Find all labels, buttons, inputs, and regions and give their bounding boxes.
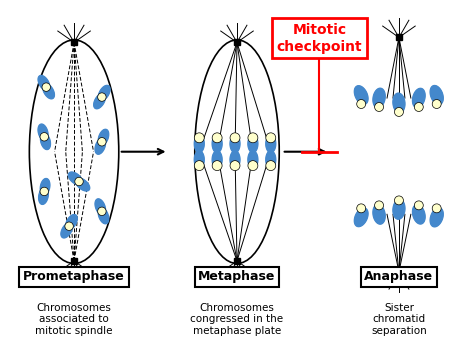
Circle shape	[98, 93, 106, 101]
Polygon shape	[412, 88, 425, 108]
Circle shape	[194, 161, 204, 171]
Polygon shape	[266, 151, 276, 169]
Circle shape	[194, 133, 204, 143]
Text: Sister
chromatid
separation: Sister chromatid separation	[371, 303, 427, 336]
Text: Prometaphase: Prometaphase	[23, 270, 125, 283]
Circle shape	[212, 161, 222, 171]
Circle shape	[230, 161, 240, 171]
Text: Chromosomes
congressed in the
metaphase plate: Chromosomes congressed in the metaphase …	[191, 303, 283, 336]
Circle shape	[230, 133, 240, 143]
Circle shape	[248, 133, 258, 143]
Polygon shape	[194, 151, 204, 169]
Polygon shape	[430, 85, 443, 104]
Bar	[396, 35, 402, 40]
Polygon shape	[43, 83, 55, 99]
Polygon shape	[38, 124, 48, 140]
Circle shape	[266, 133, 276, 143]
Text: Anaphase: Anaphase	[365, 270, 434, 283]
Circle shape	[248, 161, 258, 171]
Polygon shape	[39, 188, 48, 204]
Polygon shape	[355, 86, 368, 104]
Text: Metaphase: Metaphase	[198, 270, 276, 283]
Circle shape	[266, 161, 276, 171]
Bar	[71, 258, 77, 264]
Circle shape	[40, 133, 48, 141]
Text: Mitotic
checkpoint: Mitotic checkpoint	[277, 23, 362, 54]
Polygon shape	[65, 215, 77, 230]
Circle shape	[40, 187, 48, 196]
Polygon shape	[98, 129, 109, 145]
Polygon shape	[75, 178, 90, 191]
Bar	[396, 269, 402, 275]
Polygon shape	[412, 204, 425, 224]
Polygon shape	[99, 85, 110, 101]
Circle shape	[414, 201, 423, 210]
Polygon shape	[230, 135, 240, 153]
Polygon shape	[95, 199, 106, 215]
Circle shape	[65, 222, 73, 230]
Circle shape	[432, 204, 441, 213]
Polygon shape	[373, 204, 385, 224]
Circle shape	[357, 100, 365, 109]
Circle shape	[98, 207, 106, 216]
Polygon shape	[248, 135, 258, 153]
Polygon shape	[194, 135, 204, 153]
Polygon shape	[40, 179, 50, 195]
Polygon shape	[248, 151, 258, 169]
Circle shape	[414, 102, 423, 111]
Polygon shape	[266, 135, 276, 153]
Circle shape	[212, 133, 222, 143]
Circle shape	[394, 108, 403, 117]
Polygon shape	[393, 93, 405, 113]
Bar	[234, 39, 240, 45]
Polygon shape	[230, 151, 240, 169]
Circle shape	[432, 100, 441, 109]
Bar	[234, 258, 240, 264]
Polygon shape	[68, 172, 82, 185]
Circle shape	[75, 177, 83, 186]
Circle shape	[98, 138, 106, 146]
Polygon shape	[95, 138, 106, 154]
Polygon shape	[94, 93, 105, 109]
Polygon shape	[38, 75, 50, 91]
Circle shape	[374, 102, 383, 111]
Bar	[71, 39, 77, 45]
Circle shape	[374, 201, 383, 210]
Polygon shape	[212, 151, 222, 169]
Polygon shape	[98, 208, 109, 224]
Polygon shape	[430, 208, 443, 227]
Polygon shape	[393, 199, 405, 219]
Polygon shape	[355, 208, 368, 227]
Polygon shape	[61, 222, 73, 238]
Polygon shape	[212, 135, 222, 153]
Circle shape	[42, 83, 50, 91]
Circle shape	[357, 204, 365, 213]
Polygon shape	[373, 88, 385, 108]
Circle shape	[394, 196, 403, 205]
Text: Chromosomes
associated to
mitotic spindle: Chromosomes associated to mitotic spindl…	[36, 303, 113, 336]
Polygon shape	[40, 133, 50, 149]
